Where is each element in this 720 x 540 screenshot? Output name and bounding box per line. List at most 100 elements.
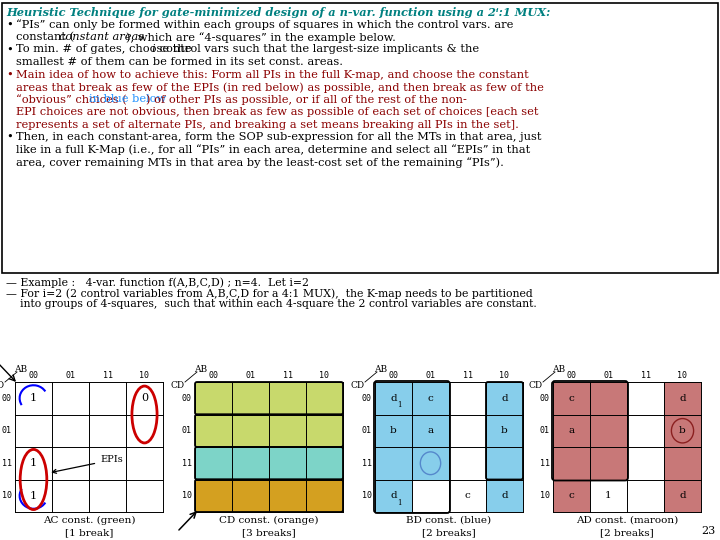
Text: CD: CD [351, 381, 365, 390]
Bar [486, 447, 523, 480]
Text: CD const. (orange)
[3 breaks]: CD const. (orange) [3 breaks] [220, 516, 319, 538]
Text: d: d [679, 491, 686, 500]
Text: in blue below: in blue below [89, 94, 166, 105]
Text: c: c [428, 394, 433, 403]
Text: 00: 00 [362, 394, 372, 403]
Text: Then, in each constant-area, form the SOP sub-expression for all the MTs in that: Then, in each constant-area, form the SO… [16, 132, 541, 142]
Bar [449, 415, 486, 447]
Text: ), which are “4-squares” in the example below.: ), which are “4-squares” in the example … [126, 32, 396, 43]
Text: ) of other PIs as possible, or if all of the rest of the non-: ) of other PIs as possible, or if all of… [146, 94, 467, 105]
Text: b: b [390, 426, 397, 435]
Bar [412, 480, 449, 512]
Text: •: • [6, 19, 13, 30]
Text: 11: 11 [282, 371, 292, 380]
Text: AB: AB [552, 365, 565, 374]
Text: •: • [6, 44, 13, 55]
Bar [306, 382, 343, 415]
Text: 1: 1 [30, 393, 37, 403]
Bar [553, 480, 590, 512]
Text: a: a [428, 426, 433, 435]
Text: 10: 10 [140, 371, 150, 380]
Text: 1: 1 [30, 458, 37, 468]
Text: Heuristic Technique for gate-minimized design of a n-var. function using a 2ⁱ:1 : Heuristic Technique for gate-minimized d… [6, 7, 550, 18]
Bar [195, 382, 232, 415]
Bar [269, 415, 306, 447]
Text: 01: 01 [66, 371, 76, 380]
Text: To min. # of gates, choose the: To min. # of gates, choose the [16, 44, 195, 55]
Text: 01: 01 [362, 426, 372, 435]
Text: 11: 11 [102, 371, 112, 380]
Text: 10: 10 [182, 491, 192, 500]
Text: c: c [464, 491, 470, 500]
Text: AB: AB [194, 365, 207, 374]
Text: control vars such that the largest-size implicants & the: control vars such that the largest-size … [156, 44, 479, 55]
Text: 11: 11 [362, 459, 372, 468]
Text: d: d [679, 394, 686, 403]
Text: 00: 00 [540, 394, 550, 403]
Bar [375, 480, 412, 512]
Text: 11: 11 [641, 371, 650, 380]
Text: 11: 11 [2, 459, 12, 468]
Bar [412, 415, 449, 447]
Bar [195, 480, 232, 512]
Text: a: a [568, 426, 575, 435]
Text: d: d [390, 491, 397, 500]
Text: area, cover remaining MTs in that area by the least-cost set of the remaining “P: area, cover remaining MTs in that area b… [16, 157, 504, 168]
Text: •: • [6, 132, 13, 142]
Text: 23: 23 [702, 526, 716, 536]
Bar [232, 415, 269, 447]
Bar [2, 3, 718, 273]
Text: i: i [151, 44, 155, 55]
Text: “PIs” can only be formed within each groups of squares in which the control vars: “PIs” can only be formed within each gro… [16, 19, 513, 30]
Text: CD: CD [529, 381, 543, 390]
Text: 11: 11 [540, 459, 550, 468]
Text: represents a set of alternate PIs, and breaking a set means breaking all PIs in : represents a set of alternate PIs, and b… [16, 119, 519, 130]
Bar [590, 382, 627, 415]
Bar [553, 382, 590, 415]
Text: 11: 11 [182, 459, 192, 468]
Text: 10: 10 [540, 491, 550, 500]
Text: — Example :   4-var. function f(A,B,C,D) ; n=4.  Let i=2: — Example : 4-var. function f(A,B,C,D) ;… [6, 277, 309, 288]
Bar [269, 447, 306, 480]
Bar [412, 382, 449, 415]
Bar [590, 415, 627, 447]
Bar [627, 447, 664, 480]
Text: d: d [501, 491, 508, 500]
Text: 00: 00 [182, 394, 192, 403]
Bar [449, 480, 486, 512]
Bar [306, 415, 343, 447]
Text: 1: 1 [30, 491, 37, 501]
Text: — For i=2 (2 control variables from A,B,C,D for a 4:1 MUX),  the K-map needs to : — For i=2 (2 control variables from A,B,… [6, 288, 533, 299]
Text: like in a full K-Map (i.e., for all “PIs” in each area, determine and select all: like in a full K-Map (i.e., for all “PIs… [16, 145, 530, 156]
Bar [486, 480, 523, 512]
Bar [590, 447, 627, 480]
Text: constant areas: constant areas [59, 32, 144, 42]
Text: 00: 00 [29, 371, 38, 380]
Bar [306, 447, 343, 480]
Bar [195, 415, 232, 447]
Bar [232, 480, 269, 512]
Text: 01: 01 [2, 426, 12, 435]
Bar [232, 447, 269, 480]
Text: smallest # of them can be formed in its set const. areas.: smallest # of them can be formed in its … [16, 57, 343, 67]
Text: EPIs: EPIs [53, 456, 123, 473]
Text: 10: 10 [500, 371, 510, 380]
Bar [664, 447, 701, 480]
Text: 01: 01 [246, 371, 256, 380]
Bar [627, 480, 664, 512]
Text: c: c [569, 491, 575, 500]
Bar [375, 447, 412, 480]
Text: 00: 00 [2, 394, 12, 403]
Bar [553, 447, 590, 480]
Text: 01: 01 [603, 371, 613, 380]
Text: areas that break as few of the EPIs (in red below) as possible, and then break a: areas that break as few of the EPIs (in … [16, 82, 544, 92]
Text: AC const. (green)
[1 break]: AC const. (green) [1 break] [42, 516, 135, 538]
Bar [375, 382, 412, 415]
Bar [486, 415, 523, 447]
Text: “obvious” choices (: “obvious” choices ( [16, 94, 127, 105]
Bar [627, 382, 664, 415]
Bar [449, 447, 486, 480]
Text: 00: 00 [389, 371, 398, 380]
Text: 0: 0 [141, 393, 148, 403]
Bar [306, 480, 343, 512]
